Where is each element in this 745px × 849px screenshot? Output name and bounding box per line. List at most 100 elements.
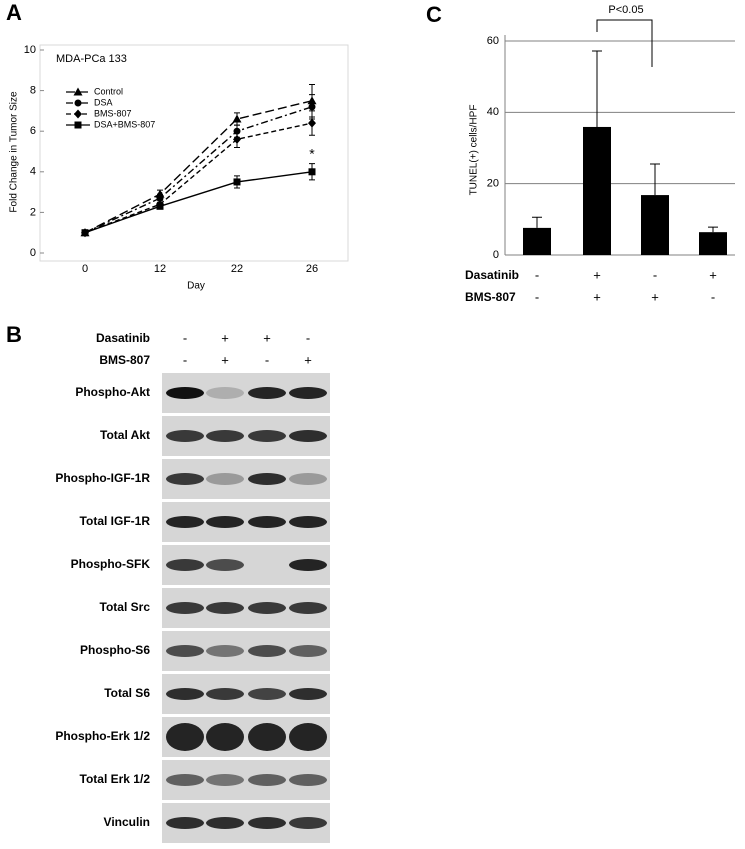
band: [166, 430, 204, 442]
row-label: BMS-807: [99, 353, 150, 367]
condition-label: +: [593, 289, 601, 304]
band: [289, 559, 327, 571]
band: [289, 473, 327, 485]
blot-label: Phospho-S6: [80, 643, 150, 657]
band: [248, 516, 286, 528]
condition-label: -: [265, 352, 269, 367]
error-bar: [650, 163, 660, 196]
band: [166, 817, 204, 829]
blot-label: Phospho-Akt: [75, 385, 150, 399]
band: [248, 723, 286, 751]
condition-label: -: [535, 267, 539, 282]
series-line: [84, 171, 313, 234]
marker: [308, 103, 316, 111]
series-line: [84, 100, 313, 234]
band: [248, 473, 286, 485]
band: [289, 430, 327, 442]
blot-label: Phospho-SFK: [71, 557, 151, 571]
significance-bracket: [596, 19, 653, 67]
band: [289, 817, 327, 829]
band: [248, 387, 286, 399]
marker: [81, 229, 89, 237]
condition-label: -: [306, 330, 310, 345]
band: [166, 516, 204, 528]
y-tick-label: 6: [30, 125, 36, 137]
marker: [232, 114, 242, 123]
band: [206, 430, 244, 442]
condition-label: +: [304, 352, 312, 367]
condition-label: -: [183, 330, 187, 345]
condition-label: +: [263, 330, 271, 345]
x-tick-label: 0: [82, 263, 88, 275]
y-tick-label: 4: [30, 166, 36, 178]
band: [289, 723, 327, 751]
band: [166, 559, 204, 571]
band: [166, 645, 204, 657]
band: [206, 817, 244, 829]
band: [206, 387, 244, 399]
band: [248, 430, 286, 442]
band: [289, 774, 327, 786]
condition-label: +: [593, 267, 601, 282]
legend-label: BMS-807: [94, 108, 132, 118]
panel-label: B: [6, 322, 22, 347]
marker: [233, 178, 241, 186]
condition-label: -: [535, 289, 539, 304]
blot-label: Total Akt: [100, 428, 150, 442]
bar: [699, 232, 727, 255]
error-bar: [592, 50, 602, 127]
band: [289, 516, 327, 528]
band: [166, 387, 204, 399]
condition-label: -: [653, 267, 657, 282]
bar: [523, 227, 551, 255]
y-axis-label: Fold Change in Tumor Size: [9, 91, 20, 213]
band: [248, 817, 286, 829]
bar: [641, 195, 669, 255]
band: [206, 602, 244, 614]
error-bar: [532, 216, 542, 228]
band: [248, 602, 286, 614]
y-tick-label: 60: [487, 35, 499, 47]
condition-label: -: [183, 352, 187, 367]
panel-label: A: [6, 0, 22, 25]
annotation: P<0.05: [608, 4, 643, 16]
band: [248, 645, 286, 657]
legend-label: DSA: [94, 97, 113, 107]
y-tick-label: 0: [493, 249, 499, 261]
band: [166, 723, 204, 751]
blot-label: Total Src: [100, 600, 151, 614]
legend-marker: [74, 121, 82, 129]
condition-label: +: [221, 352, 229, 367]
band: [206, 774, 244, 786]
blot-label: Phospho-IGF-1R: [55, 471, 150, 485]
panel-label: C: [426, 2, 442, 27]
x-tick-label: 12: [154, 263, 166, 275]
chart-title: MDA-PCa 133: [56, 53, 127, 65]
band: [206, 473, 244, 485]
blot-label: Total S6: [104, 686, 150, 700]
y-tick-label: 2: [30, 206, 36, 218]
band: [206, 645, 244, 657]
band: [166, 602, 204, 614]
y-tick-label: 10: [24, 44, 36, 56]
band: [289, 688, 327, 700]
blot-label: Vinculin: [104, 815, 150, 829]
error-bar: [708, 226, 718, 233]
condition-label: -: [711, 289, 715, 304]
y-tick-label: 0: [30, 247, 36, 259]
legend-label: Control: [94, 86, 123, 96]
band: [248, 774, 286, 786]
bar: [583, 126, 611, 255]
row-label: BMS-807: [465, 290, 516, 304]
x-tick-label: 22: [231, 263, 243, 275]
band: [206, 559, 244, 571]
blot-label: Total IGF-1R: [80, 514, 151, 528]
band: [166, 774, 204, 786]
band: [206, 688, 244, 700]
plot-frame: [39, 44, 349, 262]
series-line: [84, 106, 313, 234]
annotation: *: [309, 145, 315, 161]
y-tick-label: 40: [487, 106, 499, 118]
y-tick-label: 20: [487, 178, 499, 190]
